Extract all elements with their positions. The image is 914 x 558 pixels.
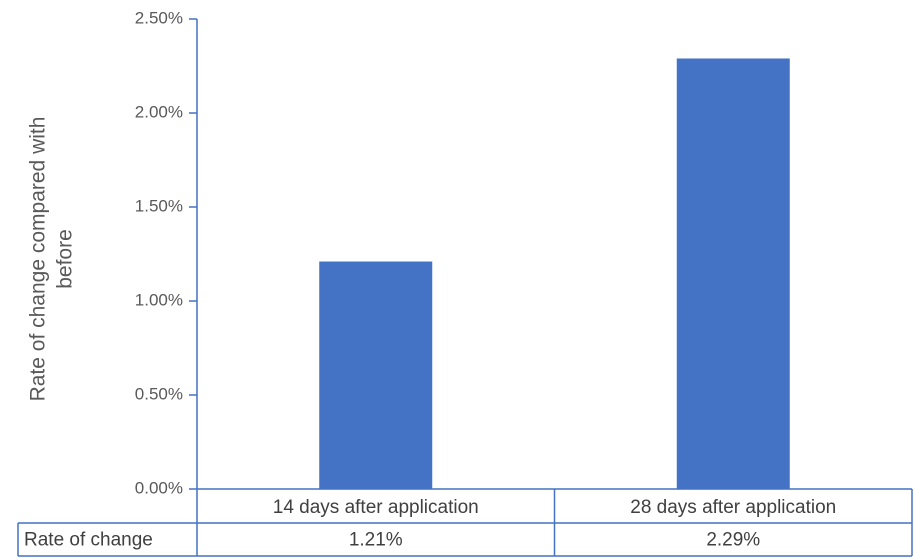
- y-tick-label: 0.50%: [135, 384, 183, 403]
- y-tick-label: 2.50%: [135, 8, 183, 27]
- y-axis-title-line-2: before: [54, 229, 77, 289]
- y-axis-title-line-1: Rate of change compared with: [27, 117, 50, 402]
- data-label: 1.21%: [349, 530, 403, 551]
- y-tick-label: 1.50%: [135, 196, 183, 215]
- table-series-name: Rate of change: [24, 530, 153, 551]
- y-axis-ticks: 0.00% 0.50% 1.00% 1.50% 2.00% 2.50%: [135, 8, 197, 497]
- y-tick-label: 1.00%: [135, 290, 183, 309]
- y-tick-label: 0.00%: [135, 478, 183, 497]
- bars: [319, 58, 790, 489]
- bar: [676, 58, 790, 489]
- y-tick-label: 2.00%: [135, 102, 183, 121]
- bar: [319, 261, 433, 489]
- x-tick-label: 28 days after application: [630, 497, 836, 518]
- x-tick-label: 14 days after application: [273, 497, 479, 518]
- data-label: 2.29%: [706, 530, 760, 551]
- data-table: 14 days after application 28 days after a…: [17, 488, 913, 557]
- y-axis-title: Rate of change compared with before: [27, 117, 77, 402]
